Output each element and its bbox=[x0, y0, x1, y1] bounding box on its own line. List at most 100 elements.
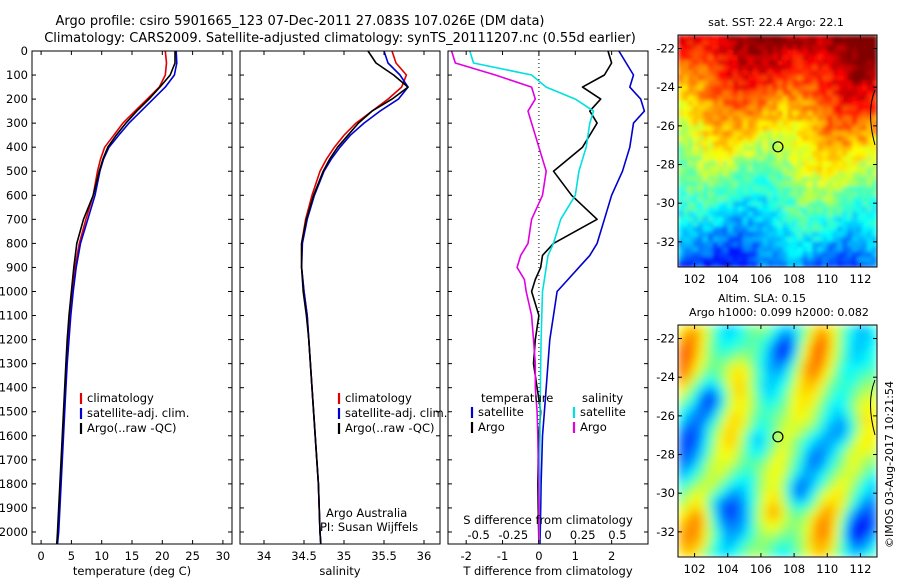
salinity-panel: 34 34.5 35 35.5 36 salinity climatologysatel… bbox=[239, 50, 447, 578]
x-tick-label: 36 bbox=[417, 549, 432, 563]
x-tick-label: 15 bbox=[125, 549, 140, 563]
series-line-argo bbox=[450, 50, 548, 544]
longitude-tick-label: 108 bbox=[783, 272, 805, 286]
t-difference-x-axis: -2 -1 0 1 2 bbox=[460, 51, 615, 563]
credit-line-2: PI: Susan Wijffels bbox=[320, 520, 418, 534]
legend-header-salinity: salinity bbox=[582, 391, 623, 405]
x-tick-label: 25 bbox=[185, 549, 200, 563]
legend-label: Argo bbox=[478, 420, 505, 434]
legend-label: climatology bbox=[345, 391, 412, 405]
depth-tick-label: 600 bbox=[6, 188, 28, 202]
difference-plot-area bbox=[450, 50, 646, 545]
legend-label: Argo(..raw -QC) bbox=[87, 421, 177, 435]
longitude-tick-label: 106 bbox=[750, 272, 772, 286]
x-tick-label: 1 bbox=[572, 549, 579, 563]
sst-map-image bbox=[678, 35, 877, 267]
depth-tick-label: 100 bbox=[6, 68, 28, 82]
sla-latitude-axis: -22 -24 -26 -28 -30 -32 bbox=[656, 332, 877, 539]
legend-label: climatology bbox=[87, 391, 154, 405]
temperature-plot-area bbox=[56, 50, 178, 545]
depth-tick-label: 1300 bbox=[0, 357, 28, 371]
x-tick-label: 34.5 bbox=[291, 549, 317, 563]
s-tick-label: -0.25 bbox=[498, 528, 528, 542]
argo-location-marker bbox=[772, 141, 784, 153]
series-line-satellite bbox=[469, 50, 595, 544]
latitude-tick-label: -26 bbox=[656, 409, 675, 423]
latitude-tick-label: -30 bbox=[656, 196, 675, 210]
figure-title-line2: Climatology: CARS2009. Satellite-adjuste… bbox=[44, 31, 636, 46]
x-tick-label: -2 bbox=[460, 549, 471, 563]
series-line-satellite bbox=[539, 50, 646, 545]
sla-map-image bbox=[678, 325, 877, 557]
t-difference-label: T difference from climatology bbox=[462, 564, 633, 578]
salinity-plot-area bbox=[300, 50, 409, 545]
depth-tick-label: 1200 bbox=[0, 333, 28, 347]
x-tick-label: 0 bbox=[535, 549, 542, 563]
latitude-tick-label: -22 bbox=[656, 332, 675, 346]
depth-tick-label: 800 bbox=[6, 236, 28, 250]
figure-title-line1: Argo profile: csiro 5901665_123 07-Dec-2… bbox=[56, 14, 545, 29]
sla-map-panel: Altim. SLA: 0.15 Argo h1000: 0.099 h2000… bbox=[656, 292, 878, 576]
longitude-tick-label: 104 bbox=[717, 562, 739, 576]
x-tick-label: 0 bbox=[37, 549, 44, 563]
series-line-argo-raw-qc bbox=[56, 51, 176, 545]
latitude-tick-label: -30 bbox=[656, 486, 675, 500]
latitude-tick-label: -24 bbox=[656, 80, 675, 94]
depth-tick-label: 1100 bbox=[0, 309, 28, 323]
depth-tick-label: 1600 bbox=[0, 429, 28, 443]
s-tick-label: 0.25 bbox=[570, 528, 596, 542]
difference-axes-frame bbox=[447, 50, 649, 545]
depth-tick-label: 900 bbox=[6, 260, 28, 274]
coastline bbox=[870, 89, 876, 146]
latitude-tick-label: -28 bbox=[656, 448, 675, 462]
depth-tick-label: 1900 bbox=[0, 501, 28, 515]
s-tick-label: 0 bbox=[544, 528, 551, 542]
sst-map-panel: sat. SST: 22.4 Argo: 22.1 -22 -24 -26 -28 -3… bbox=[656, 16, 878, 286]
imos-timestamp: ©IMOS 03-Aug-2017 10:21:54 bbox=[883, 381, 896, 548]
salinity-depth-ticks bbox=[240, 50, 440, 533]
latitude-tick-label: -26 bbox=[656, 119, 675, 133]
salinity-x-label: salinity bbox=[319, 564, 360, 578]
depth-tick-label: 200 bbox=[6, 92, 28, 106]
temperature-panel: 0100200300400500600700800900100011001200… bbox=[0, 44, 233, 578]
x-tick-label: 35.5 bbox=[371, 549, 397, 563]
sla-longitude-axis: 102 104 106 108 110 112 bbox=[684, 325, 871, 576]
sst-latitude-axis: -22 -24 -26 -28 -30 -32 bbox=[656, 42, 877, 249]
series-line-argo-raw-qc bbox=[300, 50, 409, 545]
sst-map-title: sat. SST: 22.4 Argo: 22.1 bbox=[708, 16, 844, 29]
depth-tick-label: 500 bbox=[6, 164, 28, 178]
longitude-tick-label: 102 bbox=[684, 562, 706, 576]
longitude-tick-label: 112 bbox=[849, 562, 871, 576]
longitude-tick-label: 110 bbox=[816, 272, 838, 286]
x-tick-label: 20 bbox=[155, 549, 170, 563]
sst-map-frame bbox=[677, 34, 878, 268]
x-tick-label: 2 bbox=[608, 549, 615, 563]
x-tick-label: 30 bbox=[216, 549, 231, 563]
depth-tick-label: 300 bbox=[6, 116, 28, 130]
latitude-tick-label: -22 bbox=[656, 42, 675, 56]
salinity-axes-frame bbox=[239, 50, 441, 545]
longitude-tick-label: 102 bbox=[684, 272, 706, 286]
s-difference-x-axis: -0.5 -0.25 0 0.25 0.5 bbox=[467, 528, 626, 542]
series-line-argo bbox=[530, 50, 613, 545]
sst-longitude-axis: 102 104 106 108 110 112 bbox=[684, 35, 871, 286]
argo-location-marker bbox=[772, 431, 784, 443]
x-tick-label: 35 bbox=[337, 549, 352, 563]
legend-label: satellite bbox=[580, 405, 626, 419]
sla-map-title: Altim. SLA: 0.15 bbox=[718, 292, 806, 305]
latitude-tick-label: -28 bbox=[656, 158, 675, 172]
series-line-satellite-adj-clim bbox=[56, 50, 178, 545]
difference-panel: -2 -1 0 1 2 -0.5 -0.25 0 0.25 0.5 S difference f… bbox=[447, 50, 649, 578]
difference-depth-ticks bbox=[448, 50, 648, 533]
s-tick-label: 0.5 bbox=[608, 528, 626, 542]
temperature-x-axis: 0 5 10 15 20 25 30 bbox=[37, 51, 230, 563]
x-tick-label: 5 bbox=[68, 549, 75, 563]
salinity-x-axis: 34 34.5 35 35.5 36 bbox=[257, 51, 432, 563]
latitude-tick-label: -24 bbox=[656, 370, 675, 384]
x-tick-label: 34 bbox=[257, 549, 272, 563]
depth-axis: 0 100 200 300 400 500 600 700 800 900 1000 1100 1200… bbox=[0, 44, 232, 539]
